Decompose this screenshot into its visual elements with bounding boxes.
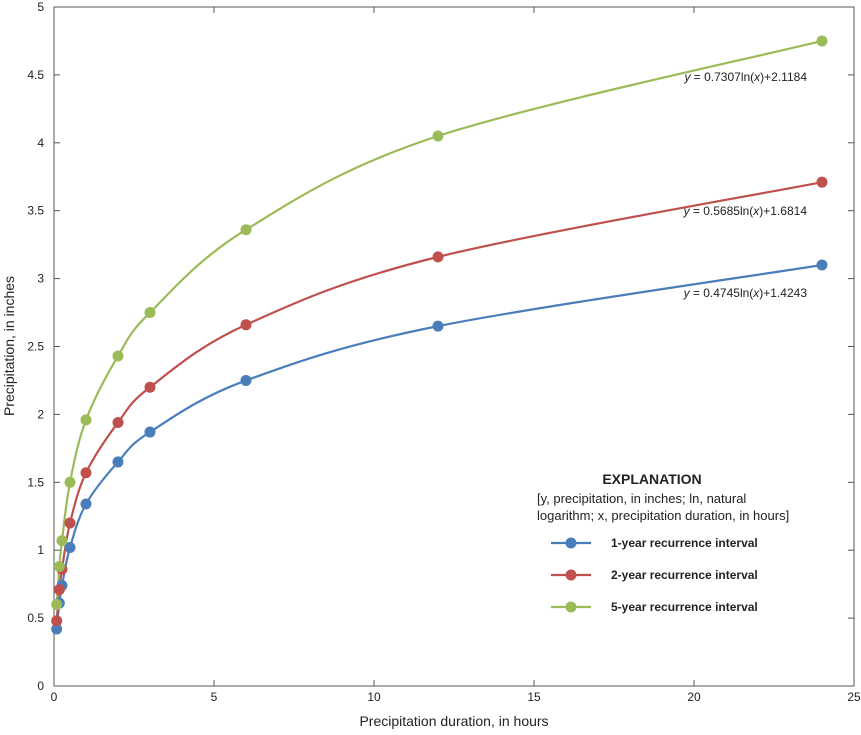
data-point: [112, 456, 124, 468]
y-tick-label: 4.5: [27, 68, 44, 82]
data-point: [816, 35, 828, 47]
data-point: [240, 319, 252, 331]
x-tick-label: 15: [527, 690, 541, 704]
y-tick-label: 5: [37, 0, 44, 14]
data-point: [64, 541, 76, 553]
plot-frame: [53, 6, 855, 687]
series-line-2: [55, 181, 823, 621]
equation-label-2: y = 0.5685ln(x)+1.6814: [683, 204, 808, 218]
data-point: [53, 584, 65, 596]
data-point: [816, 259, 828, 271]
x-tick-label: 20: [687, 690, 701, 704]
data-point: [240, 224, 252, 236]
data-point: [112, 417, 124, 429]
y-tick-label: 4: [37, 136, 44, 150]
data-point: [51, 623, 63, 635]
data-point: [80, 467, 92, 479]
legend-swatch-marker: [565, 601, 577, 613]
equation-label-3: y = 0.7307ln(x)+2.1184: [683, 70, 807, 84]
data-points: [51, 35, 828, 635]
data-point: [51, 615, 63, 627]
y-tick-label: 1: [37, 543, 44, 557]
data-point: [432, 320, 444, 332]
data-point: [144, 426, 156, 438]
x-tick-label: 5: [211, 690, 218, 704]
data-point: [240, 374, 252, 386]
legend-label: 1-year recurrence interval: [611, 536, 758, 550]
data-point: [80, 498, 92, 510]
data-point: [56, 535, 68, 547]
legend-swatch-marker: [565, 537, 577, 549]
data-point: [64, 476, 76, 488]
data-point: [80, 414, 92, 426]
legend-title: EXPLANATION: [602, 471, 701, 487]
legend-note-line-1: [y, precipitation, in inches; ln, natura…: [537, 491, 746, 506]
legend-items: 1-year recurrence interval 2-year recurre…: [551, 536, 758, 614]
y-tick-label: 2.5: [27, 340, 44, 354]
axis-ticks: 0 5 10 15 20 25 0 0.5 1 1.5 2 2.5 3 3.5 4 4.5 5: [27, 0, 861, 704]
y-tick-label: 2: [37, 407, 44, 421]
legend-swatch-marker: [565, 569, 577, 581]
x-tick-label: 25: [847, 690, 861, 704]
data-point: [53, 560, 65, 572]
y-tick-label: 0: [37, 679, 44, 693]
y-tick-label: 1.5: [27, 475, 44, 489]
data-point: [112, 350, 124, 362]
data-point: [816, 176, 828, 188]
legend-label: 2-year recurrence interval: [611, 568, 758, 582]
y-axis-title: Precipitation, in inches: [1, 276, 17, 416]
legend: EXPLANATION [y, precipitation, in inches…: [537, 471, 789, 614]
data-point: [51, 599, 63, 611]
data-point: [144, 307, 156, 319]
data-point: [432, 130, 444, 142]
y-tick-label: 3.5: [27, 204, 44, 218]
legend-note-line-2: logarithm; x, precipitation duration, in…: [537, 508, 789, 523]
data-point: [144, 381, 156, 393]
x-tick-label: 0: [51, 690, 58, 704]
equations: y = 0.4745ln(x)+1.4243 y = 0.5685ln(x)+1.…: [683, 70, 808, 300]
x-axis-title: Precipitation duration, in hours: [359, 713, 548, 729]
equation-label-1: y = 0.4745ln(x)+1.4243: [683, 286, 808, 300]
x-tick-label: 10: [367, 690, 381, 704]
legend-label: 5-year recurrence interval: [611, 600, 758, 614]
data-point: [64, 517, 76, 529]
data-point: [432, 251, 444, 263]
y-tick-label: 3: [37, 272, 44, 286]
y-tick-label: 0.5: [27, 611, 44, 625]
